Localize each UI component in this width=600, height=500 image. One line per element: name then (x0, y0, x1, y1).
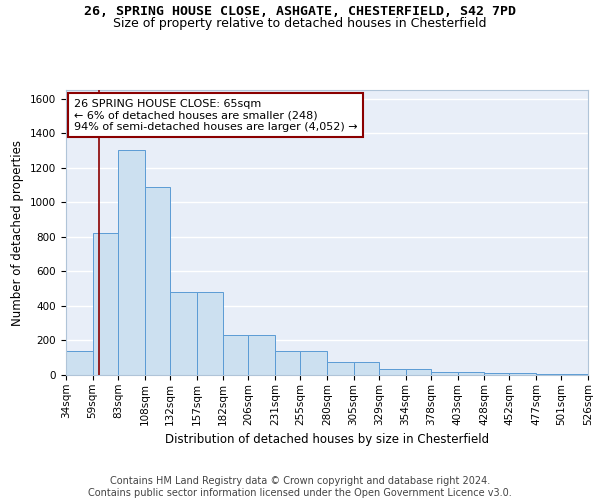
Text: 26, SPRING HOUSE CLOSE, ASHGATE, CHESTERFIELD, S42 7PD: 26, SPRING HOUSE CLOSE, ASHGATE, CHESTER… (84, 5, 516, 18)
Text: 26 SPRING HOUSE CLOSE: 65sqm
← 6% of detached houses are smaller (248)
94% of se: 26 SPRING HOUSE CLOSE: 65sqm ← 6% of det… (74, 98, 358, 132)
Bar (353, 362, 379, 375)
Bar (458, 372, 484, 375)
Bar (562, 374, 588, 375)
Y-axis label: Number of detached properties: Number of detached properties (11, 140, 25, 326)
Bar (431, 372, 458, 375)
Bar (301, 351, 327, 375)
Bar (275, 351, 301, 375)
Bar (536, 374, 562, 375)
Bar (379, 369, 406, 375)
Bar (197, 292, 223, 375)
Bar (223, 336, 248, 375)
Text: Size of property relative to detached houses in Chesterfield: Size of property relative to detached ho… (113, 18, 487, 30)
Bar (484, 374, 509, 375)
Bar (118, 150, 145, 375)
Bar (170, 292, 197, 375)
Bar (406, 369, 431, 375)
Bar (509, 374, 536, 375)
Bar (92, 234, 118, 375)
Bar (327, 362, 353, 375)
Bar (145, 186, 170, 375)
Bar (248, 336, 275, 375)
Text: Distribution of detached houses by size in Chesterfield: Distribution of detached houses by size … (165, 432, 489, 446)
Bar (66, 351, 92, 375)
Text: Contains HM Land Registry data © Crown copyright and database right 2024.
Contai: Contains HM Land Registry data © Crown c… (88, 476, 512, 498)
